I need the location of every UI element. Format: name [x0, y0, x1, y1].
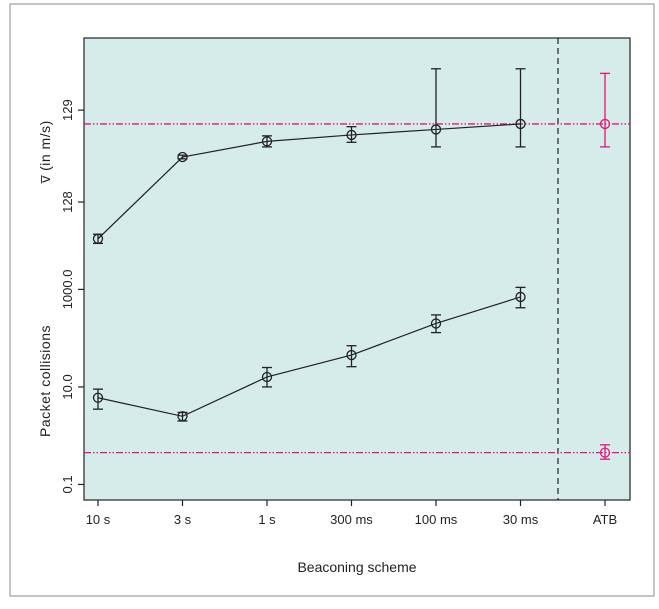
- data-point: [515, 291, 526, 303]
- x-axis-label: Beaconing scheme: [297, 559, 416, 575]
- axes-layer: 128 129 0.1 10.0 1000.0 10 s 3 s 1 s 300 ms 100 m…: [60, 99, 617, 527]
- data-point: [599, 447, 611, 458]
- x-tick-label-6: ATB: [593, 512, 617, 527]
- y-axis-label-speed: v̅ (in m/s): [37, 120, 53, 184]
- data-point: [177, 411, 188, 422]
- x-tick-label-1: 3 s: [174, 512, 192, 527]
- data-point: [261, 136, 273, 147]
- point-speed-2: [261, 135, 273, 148]
- data-point: [177, 151, 188, 163]
- point-speed-4: [430, 68, 442, 148]
- point-speed-3: [346, 126, 357, 143]
- x-tick-label-4: 100 ms: [415, 512, 458, 527]
- point-collisions-3: [346, 345, 357, 368]
- data-point: [261, 371, 273, 383]
- y-axis-label-collisions: Packet collisions: [37, 325, 53, 437]
- point-speed-1: [177, 151, 188, 163]
- data-point: [346, 349, 357, 361]
- point-collisions-2: [261, 366, 273, 388]
- point-speed-0: [92, 233, 104, 245]
- x-tick-label-2: 1 s: [258, 512, 276, 527]
- data-point: [92, 233, 104, 244]
- y-tick-label-collisions-0: 0.1: [60, 475, 75, 493]
- data-point: [346, 129, 357, 141]
- series-line-collisions: [97, 296, 521, 417]
- data-point: [430, 124, 442, 135]
- point-speed-reference: [599, 72, 611, 148]
- point-collisions-5: [515, 286, 526, 309]
- data-point: [430, 318, 442, 329]
- x-tick-label-0: 10 s: [86, 512, 111, 527]
- plot-area: [83, 37, 631, 501]
- x-tick-label-5: 30 ms: [503, 512, 539, 527]
- data-point: [92, 392, 104, 403]
- y-tick-label-collisions-1: 10.0: [60, 374, 75, 399]
- point-collisions-4: [430, 314, 442, 334]
- series-line-speed: [97, 123, 521, 240]
- x-tick-label-3: 300 ms: [330, 512, 373, 527]
- reference-lines-layer: [84, 38, 630, 500]
- data-point: [599, 118, 611, 130]
- y-tick-label-speed-0: 128: [60, 191, 75, 213]
- point-collisions-1: [177, 411, 188, 422]
- point-collisions-reference: [599, 444, 611, 460]
- point-collisions-0: [92, 388, 104, 410]
- data-point: [515, 118, 526, 130]
- y-tick-label-speed-1: 129: [60, 99, 75, 121]
- data-marks-layer: [92, 68, 611, 460]
- point-speed-5: [515, 68, 526, 148]
- y-tick-label-collisions-2: 1000.0: [60, 270, 75, 310]
